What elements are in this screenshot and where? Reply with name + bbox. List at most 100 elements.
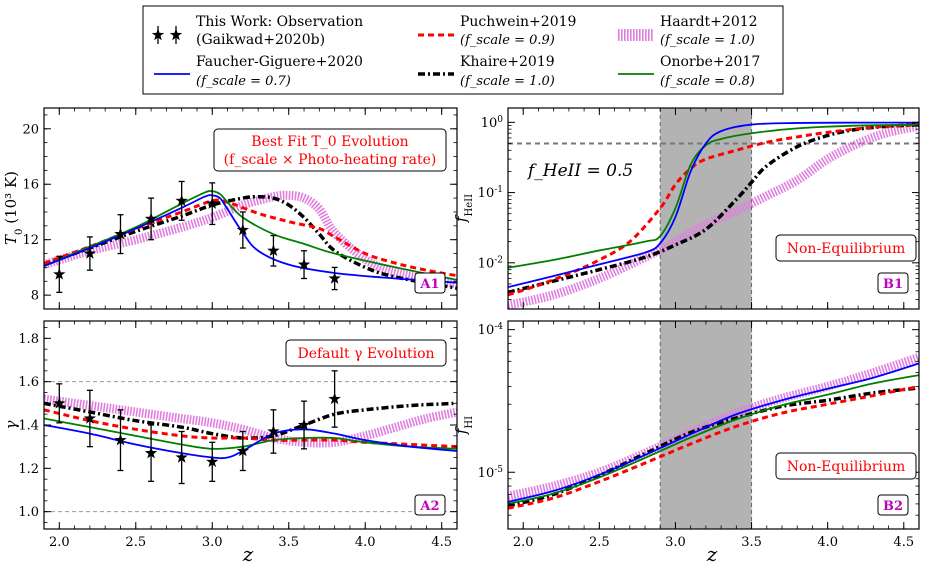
x-tick-label-b2-2: 3.0 bbox=[665, 535, 686, 550]
legend-star-1 bbox=[169, 28, 183, 41]
x-tick-label-a2-4: 4.0 bbox=[355, 535, 376, 550]
data-point-a1-3 bbox=[144, 212, 158, 225]
plot-frame-a1 bbox=[43, 107, 458, 310]
y-tick-label-b1-1: 10-1 bbox=[478, 185, 503, 201]
shaded-region-b1 bbox=[660, 108, 752, 309]
x-axis-label-left: z bbox=[242, 542, 254, 566]
panel-tag-box-a2 bbox=[414, 494, 446, 516]
legend-label-obs-line1: This Work: Observation bbox=[196, 14, 363, 30]
legend: This Work: Observation (Gaikwad+2020b) P… bbox=[142, 5, 784, 95]
legend-entry-on: Onorbe+2017 (f_scale = 0.8) bbox=[618, 54, 760, 89]
plot-frame-b2 bbox=[507, 320, 920, 530]
data-point-a1-0 bbox=[53, 267, 66, 280]
data-point-a1-1 bbox=[83, 247, 97, 259]
series-line-pu-a1 bbox=[44, 198, 457, 278]
series-line-kh-a2 bbox=[44, 401, 457, 440]
y-tick-label-a2-2: 1.4 bbox=[18, 419, 39, 434]
legend-label-pu-line1: Puchwein+2019 bbox=[460, 14, 576, 30]
data-point-a2-5 bbox=[206, 455, 219, 468]
legend-label-kh-line1: Khaire+2019 bbox=[460, 54, 555, 70]
series-group-b2 bbox=[508, 353, 919, 510]
series-line-fg-b1 bbox=[508, 121, 919, 289]
non-equilibrium-box-b1 bbox=[775, 234, 917, 262]
data-point-a2-0 bbox=[53, 396, 66, 409]
y-tick-label-a1-3: 20 bbox=[22, 122, 39, 137]
y-tick-label-b2-1: 10-4 bbox=[478, 322, 504, 338]
series-line-pu-b2 bbox=[508, 384, 919, 510]
data-point-a2-1 bbox=[83, 412, 97, 424]
data-point-a1-7 bbox=[267, 244, 280, 257]
data-point-a1-5 bbox=[206, 197, 219, 209]
panel-tag-a1: A1 bbox=[419, 277, 439, 292]
series-line-kh-b1 bbox=[508, 123, 919, 295]
panel-b1: 10-2 10-1 100 fHeII Non-Equilibrium f_HeII = … bbox=[452, 107, 920, 310]
non-equilibrium-box-b2 bbox=[775, 452, 917, 480]
y-tick-label-a2-3: 1.6 bbox=[18, 375, 39, 390]
panel-tag-box-a1 bbox=[414, 272, 446, 294]
legend-entry-fg: Faucher-Giguere+2020 (f_scale = 0.7) bbox=[154, 54, 363, 89]
panel-a1: 8 12 16 20 T0 (10³ K) Best Fit T_0 Evolution (… bbox=[2, 107, 458, 310]
x-tick-label-a2-3: 3.5 bbox=[278, 535, 299, 550]
data-point-a1-6 bbox=[236, 223, 250, 236]
x-tick-label-b2-5: 4.5 bbox=[893, 535, 914, 550]
series-group-b1 bbox=[508, 121, 919, 309]
y-tick-label-a1-2: 16 bbox=[22, 178, 39, 193]
series-line-ha-b2 bbox=[508, 353, 919, 501]
legend-label-ha-line1: Haardt+2012 bbox=[660, 14, 758, 30]
annotation-box-a2 bbox=[285, 339, 447, 367]
panel-tag-box-b1 bbox=[877, 272, 909, 294]
legend-label-pu-line2: (f_scale = 0.9) bbox=[460, 33, 555, 48]
data-point-a2-6 bbox=[236, 444, 250, 457]
legend-entry-ha: Haardt+2012 (f_scale = 1.0) bbox=[618, 14, 758, 48]
x-tick-label-b2-3: 3.5 bbox=[741, 535, 762, 550]
y-tick-label-a2-0: 1.0 bbox=[18, 505, 39, 520]
legend-label-fg-line1: Faucher-Giguere+2020 bbox=[196, 54, 363, 70]
annotation-box-a1 bbox=[213, 128, 447, 172]
x-tick-label-a2-0: 2.0 bbox=[49, 535, 70, 550]
annotation-line2-a1: (f_scale × Photo-heating rate) bbox=[224, 152, 437, 168]
legend-glyph-obs bbox=[151, 26, 183, 44]
data-point-a2-4 bbox=[175, 451, 188, 463]
legend-entry-kh: Khaire+2019 (f_scale = 1.0) bbox=[418, 54, 555, 89]
series-line-ha-b1 bbox=[508, 121, 919, 309]
legend-label-on-line2: (f_scale = 0.8) bbox=[660, 74, 755, 89]
non-equilibrium-label-b1: Non-Equilibrium bbox=[787, 241, 905, 257]
data-point-a1-9 bbox=[328, 272, 341, 284]
y-tick-label-a1-1: 12 bbox=[22, 233, 39, 248]
panel-tag-a2: A2 bbox=[419, 499, 439, 514]
legend-label-kh-line2: (f_scale = 1.0) bbox=[460, 74, 555, 89]
series-line-on-a2 bbox=[44, 417, 457, 450]
legend-star-0 bbox=[151, 28, 165, 41]
legend-label-fg-line2: (f_scale = 0.7) bbox=[196, 74, 291, 89]
data-point-a2-7 bbox=[267, 425, 280, 437]
annotation-line1-a2: Default γ Evolution bbox=[297, 346, 434, 362]
y-tick-label-a2-1: 1.2 bbox=[18, 462, 39, 477]
series-line-on-b1 bbox=[508, 123, 919, 269]
panel-a2: 2.0 2.5 3.0 3.5 4.0 4.5 1.0 1.2 1.4 1.6 1.8 γ Defaul… bbox=[2, 320, 458, 550]
series-line-on-a1 bbox=[44, 190, 457, 281]
panel-tag-box-b2 bbox=[877, 494, 909, 516]
series-line-ha-a1 bbox=[44, 190, 457, 289]
series-line-kh-a1 bbox=[44, 194, 457, 290]
series-group-a1 bbox=[44, 190, 457, 290]
x-tick-label-b2-1: 2.5 bbox=[589, 535, 610, 550]
non-equilibrium-label-b2: Non-Equilibrium bbox=[787, 459, 905, 475]
legend-glyph-ha bbox=[618, 29, 654, 41]
y-axis-label-b1: fHeII bbox=[452, 194, 475, 223]
y-tick-label-a1-0: 8 bbox=[31, 289, 39, 304]
x-tick-label-b2-4: 4.0 bbox=[817, 535, 838, 550]
y-axis-label-b2: fHI bbox=[452, 416, 475, 435]
legend-label-obs-line2: (Gaikwad+2020b) bbox=[196, 32, 325, 48]
data-point-a2-2 bbox=[114, 433, 127, 446]
data-point-a2-9 bbox=[328, 392, 341, 405]
legend-label-on-line1: Onorbe+2017 bbox=[660, 54, 760, 70]
panel-b2: 2.0 2.5 3.0 3.5 4.0 4.5 10-5 10-4 fHI Non-Equilib… bbox=[452, 320, 920, 550]
x-axis-label-right: z bbox=[706, 542, 718, 566]
data-point-a2-8 bbox=[297, 418, 311, 431]
data-point-a1-4 bbox=[175, 194, 188, 207]
series-group-a2 bbox=[44, 394, 457, 460]
fheii-half-label: f_HeII = 0.5 bbox=[526, 161, 633, 181]
series-line-fg-b2 bbox=[508, 362, 919, 503]
annotation-line1-a1: Best Fit T_0 Evolution bbox=[251, 134, 408, 150]
